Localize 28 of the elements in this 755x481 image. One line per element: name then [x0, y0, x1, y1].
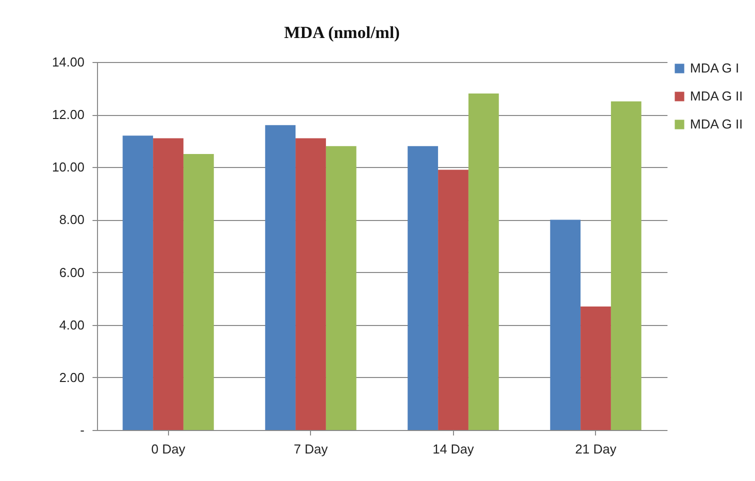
- legend-label: MDA G II: [690, 88, 743, 104]
- chart-title: MDA (nmol/ml): [284, 23, 400, 42]
- bar: [610, 101, 642, 430]
- bar: [296, 138, 326, 430]
- x-tick-label: 7 Day: [294, 442, 328, 456]
- bar: [580, 306, 611, 430]
- bar: [408, 146, 438, 430]
- bar: [265, 125, 296, 430]
- bar: [153, 138, 184, 430]
- y-tick-label: 4.00: [59, 317, 84, 332]
- bar: [468, 94, 499, 430]
- y-tick-label: 8.00: [59, 212, 84, 228]
- bar: [438, 170, 468, 430]
- x-tick-label: 0 Day: [151, 442, 186, 456]
- y-tick-label: 12.00: [52, 107, 84, 122]
- y-tick-label: 14.00: [52, 54, 84, 70]
- legend-label: MDA G II: [690, 116, 743, 132]
- x-tick-label: 14 Day: [432, 442, 474, 456]
- bar: [326, 146, 356, 430]
- y-tick-label: -: [80, 422, 84, 438]
- bar: [550, 220, 581, 430]
- x-tick-label: 21 Day: [575, 442, 617, 456]
- legend-label: MDA G I: [690, 60, 740, 76]
- bar: [183, 154, 214, 430]
- y-tick-label: 2.00: [59, 370, 84, 385]
- y-tick-label: 10.00: [52, 160, 84, 175]
- y-tick-label: 6.00: [59, 264, 84, 280]
- bar: [122, 136, 154, 430]
